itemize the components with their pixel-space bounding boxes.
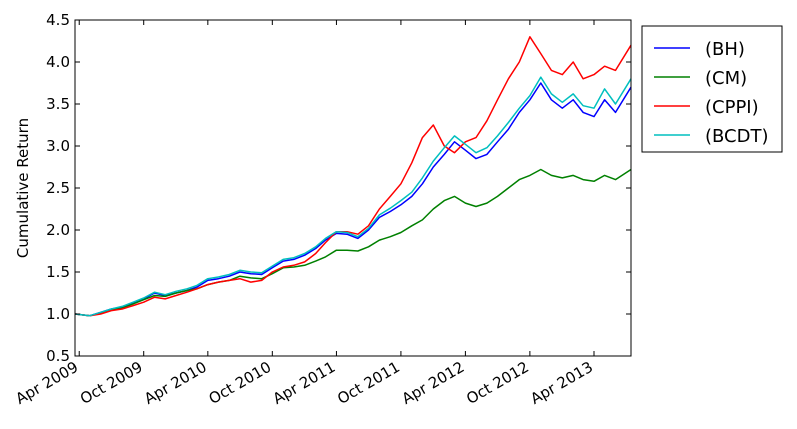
plot-area-frame: [74, 19, 632, 357]
x-tick-label: Apr 2009: [13, 358, 82, 408]
series-line-4: [74, 76, 632, 317]
series-line-3: [74, 36, 632, 317]
y-tick-label: 0.5: [46, 347, 70, 365]
x-tick-label: Apr 2013: [527, 358, 596, 408]
series-lines: [74, 36, 632, 317]
legend: (BH) (CM) (CPPI) (BCDT): [641, 25, 783, 153]
y-axis: 0.5 1.0 1.5 2.0 2.5 3.0 3.5 4.0 4.5: [46, 11, 631, 365]
y-tick-label: 2.5: [46, 179, 70, 197]
legend-frame: [641, 25, 783, 153]
legend-label-1: (BH): [705, 39, 745, 60]
y-axis-label: Cumulative Return: [14, 118, 32, 258]
x-tick-label: Apr 2012: [399, 358, 468, 408]
series-line-1: [74, 82, 632, 317]
y-tick-label: 3.5: [46, 95, 70, 113]
y-tick-label: 1.5: [46, 263, 70, 281]
x-tick-label: Oct 2011: [334, 358, 403, 408]
x-tick-label: Apr 2011: [270, 358, 339, 408]
legend-label-2: (CM): [705, 68, 747, 89]
y-tick-label: 4.5: [46, 11, 70, 29]
x-tick-label: Apr 2010: [141, 358, 210, 408]
x-tick-label: Oct 2010: [206, 358, 275, 408]
y-tick-label: 4.0: [46, 53, 70, 71]
legend-label-4: (BCDT): [705, 126, 769, 147]
y-tick-label: 3.0: [46, 137, 70, 155]
x-tick-label: Oct 2012: [463, 358, 532, 408]
y-tick-label: 1.0: [46, 305, 70, 323]
y-tick-label: 2.0: [46, 221, 70, 239]
legend-label-3: (CPPI): [705, 97, 759, 118]
series-line-2: [74, 168, 632, 317]
x-tick-label: Oct 2009: [77, 358, 146, 408]
